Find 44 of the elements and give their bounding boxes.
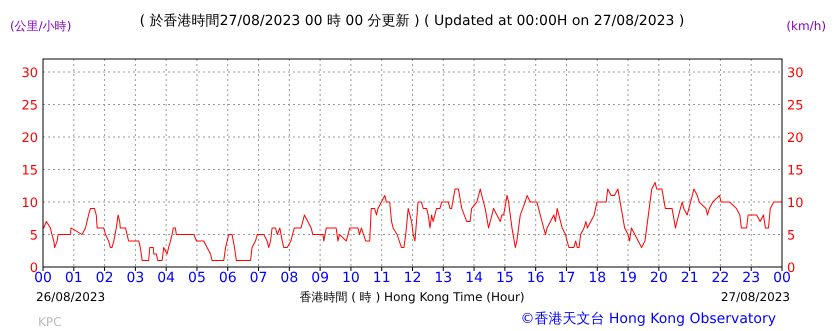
y-axis-title: (公里/小時) xyxy=(10,19,72,33)
x-tick-label: 22 xyxy=(712,270,730,286)
x-tick-label: 04 xyxy=(157,270,176,286)
text: ©香港天文台 Hong Kong Observatory xyxy=(520,311,776,327)
x-tick-label: 08 xyxy=(280,270,298,286)
x-tick-label: 05 xyxy=(188,270,206,286)
x-tick-label: 09 xyxy=(311,270,330,286)
x-tick-label: 06 xyxy=(218,270,237,286)
text: 26/08/2023 xyxy=(36,290,106,304)
x-tick-label: 03 xyxy=(126,270,144,286)
y2-tick-label: 20 xyxy=(787,131,804,146)
x-tick-label: 12 xyxy=(404,270,422,286)
text: 27/08/2023 xyxy=(720,290,790,304)
y-tick-label: 20 xyxy=(21,131,38,146)
x-tick-label: 21 xyxy=(680,270,699,286)
x-tick-label: 07 xyxy=(250,270,268,286)
x-tick-label: 01 xyxy=(64,270,83,286)
x-tick-label: 20 xyxy=(650,270,668,286)
chart-title: ( 於香港時間27/08/2023 00 時 00 分更新 ) ( Updated at 00:00H on 27/08/2023 ) xyxy=(140,13,684,29)
x-tick-label: 02 xyxy=(96,270,114,286)
x-tick-label: 16 xyxy=(526,270,545,286)
x-tick-label: 18 xyxy=(588,270,606,286)
y2-tick-label: 10 xyxy=(787,196,804,211)
y-tick-label: 10 xyxy=(21,196,38,211)
x-tick-label: 11 xyxy=(372,270,391,286)
y2-axis-title: (km/h) xyxy=(786,19,826,33)
x-tick-label: 13 xyxy=(434,270,452,286)
line-series xyxy=(42,182,782,261)
x-tick-label: 23 xyxy=(742,270,760,286)
x-tick-label: 19 xyxy=(619,270,637,286)
x-axis-title: 香港時間 ( 時 ) Hong Kong Time (Hour) xyxy=(299,290,525,304)
y-tick-label: 30 xyxy=(21,66,38,81)
y-tick-label: 5 xyxy=(30,228,38,244)
x-tick-label: 17 xyxy=(558,270,576,286)
y2-tick-label: 15 xyxy=(787,164,804,178)
y-tick-label: 25 xyxy=(21,98,38,114)
x-tick-label: 14 xyxy=(465,270,484,286)
x-tick-label: 15 xyxy=(496,270,514,286)
y2-tick-label: 5 xyxy=(787,228,796,244)
y2-tick-label: 25 xyxy=(787,98,804,114)
y2-tick-label: 30 xyxy=(787,66,804,81)
x-tick-label: 10 xyxy=(342,270,360,286)
text: KPC xyxy=(38,315,62,329)
y-tick-label: 15 xyxy=(21,164,38,178)
